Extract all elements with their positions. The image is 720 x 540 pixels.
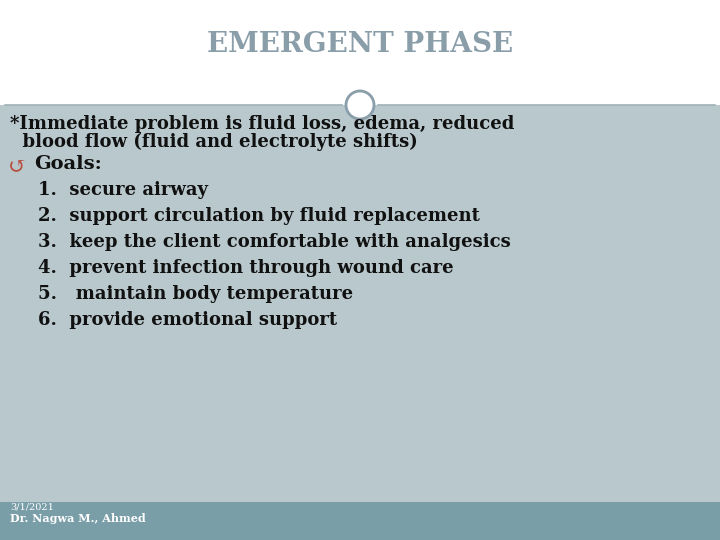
Text: 2.  support circulation by fluid replacement: 2. support circulation by fluid replacem… bbox=[38, 207, 480, 225]
Text: Dr. Nagwa M., Ahmed: Dr. Nagwa M., Ahmed bbox=[10, 513, 145, 524]
Text: EMERGENT PHASE: EMERGENT PHASE bbox=[207, 31, 513, 58]
Text: 3.  keep the client comfortable with analgesics: 3. keep the client comfortable with anal… bbox=[38, 233, 510, 251]
FancyBboxPatch shape bbox=[0, 502, 720, 540]
Text: 3/1/2021: 3/1/2021 bbox=[10, 503, 54, 512]
Text: Goals:: Goals: bbox=[34, 155, 102, 173]
Text: *Immediate problem is fluid loss, edema, reduced: *Immediate problem is fluid loss, edema,… bbox=[10, 115, 514, 133]
FancyBboxPatch shape bbox=[0, 105, 720, 502]
Circle shape bbox=[346, 91, 374, 119]
Text: 1.  secure airway: 1. secure airway bbox=[38, 181, 208, 199]
FancyBboxPatch shape bbox=[0, 0, 720, 105]
Text: 5.   maintain body temperature: 5. maintain body temperature bbox=[38, 285, 353, 303]
Text: 6.  provide emotional support: 6. provide emotional support bbox=[38, 311, 337, 329]
Text: 4.  prevent infection through wound care: 4. prevent infection through wound care bbox=[38, 259, 454, 277]
Text: ↺: ↺ bbox=[8, 155, 27, 177]
Text: blood flow (fluid and electrolyte shifts): blood flow (fluid and electrolyte shifts… bbox=[10, 133, 418, 151]
